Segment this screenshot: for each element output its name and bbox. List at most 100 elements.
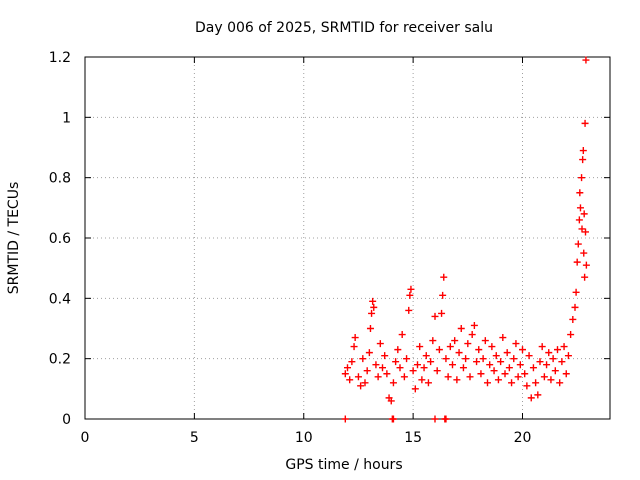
data-point: [578, 174, 586, 182]
data-point: [435, 346, 443, 354]
data-point: [424, 379, 432, 387]
data-point: [439, 291, 447, 299]
data-point: [579, 147, 587, 155]
x-tick-label: 15: [404, 430, 422, 446]
data-point: [499, 334, 507, 342]
data-points: [341, 56, 590, 423]
data-point: [444, 373, 452, 381]
data-point: [580, 249, 588, 257]
y-tick-labels: 0 0.2 0.4 0.6 0.8 1 1.2: [49, 50, 71, 428]
data-point: [449, 361, 456, 369]
y-tick-label: 0.8: [49, 171, 71, 187]
data-point: [341, 370, 349, 378]
data-point: [354, 373, 362, 381]
chart-title: Day 006 of 2025, SRMTID for receiver sal…: [195, 20, 493, 36]
data-point: [579, 156, 587, 164]
data-point: [562, 370, 570, 378]
data-point: [567, 331, 575, 339]
data-point: [350, 343, 358, 351]
data-point: [534, 391, 542, 399]
y-tick-label: 0.4: [49, 291, 71, 307]
data-point: [372, 361, 380, 369]
y-axis-label: SRMTID / TECUs: [6, 182, 22, 295]
data-point: [505, 364, 513, 372]
data-point: [508, 379, 516, 387]
data-point: [442, 415, 450, 423]
data-point: [558, 358, 566, 366]
data-point: [341, 415, 349, 423]
axis-ticks: [84, 56, 610, 420]
data-point: [492, 352, 500, 360]
data-point: [543, 361, 551, 369]
data-point: [466, 373, 474, 381]
data-point: [479, 355, 487, 363]
data-point: [540, 373, 548, 381]
x-tick-labels: 0 5 10 15 20: [81, 430, 532, 446]
data-point: [462, 355, 470, 363]
data-point: [545, 349, 553, 357]
data-point: [383, 370, 391, 378]
data-point: [494, 376, 502, 384]
data-point: [422, 352, 430, 360]
data-point: [571, 303, 579, 311]
data-point: [560, 343, 568, 351]
x-tick-label: 20: [514, 430, 532, 446]
data-point: [464, 340, 472, 348]
data-point: [351, 334, 359, 342]
data-point: [427, 358, 435, 366]
data-point: [573, 258, 581, 266]
data-point: [581, 119, 589, 127]
y-tick-label: 0.6: [49, 231, 71, 247]
data-point: [503, 349, 511, 357]
data-point: [418, 376, 426, 384]
data-point: [405, 306, 413, 314]
data-point: [576, 204, 584, 212]
data-point: [527, 394, 535, 402]
data-point: [551, 367, 559, 375]
data-point: [514, 373, 522, 381]
x-tick-label: 5: [190, 430, 199, 446]
data-point: [523, 382, 531, 390]
data-point: [455, 349, 463, 357]
data-point: [359, 355, 367, 363]
data-point: [387, 397, 395, 405]
data-point: [473, 358, 481, 366]
data-point: [572, 288, 580, 296]
data-point: [575, 216, 583, 224]
data-point: [396, 364, 404, 372]
data-point: [459, 364, 467, 372]
data-point: [370, 303, 378, 311]
data-point: [429, 337, 437, 345]
data-point: [477, 370, 485, 378]
data-point: [368, 309, 376, 317]
data-point: [420, 364, 428, 372]
data-point: [440, 273, 448, 281]
data-point: [481, 337, 489, 345]
data-point: [581, 273, 589, 281]
data-point: [556, 379, 564, 387]
data-point: [346, 376, 354, 384]
data-point: [389, 415, 397, 423]
data-point: [389, 379, 397, 387]
data-point: [438, 309, 446, 317]
data-point: [516, 361, 524, 369]
data-point: [484, 379, 491, 387]
data-point: [376, 340, 384, 348]
data-point: [569, 315, 577, 323]
y-tick-label: 0.2: [49, 352, 71, 368]
data-point: [475, 346, 483, 354]
data-point: [529, 364, 537, 372]
data-point: [369, 297, 377, 305]
data-point: [582, 228, 589, 236]
data-point: [361, 379, 369, 387]
data-point: [549, 355, 557, 363]
data-point: [366, 325, 374, 332]
data-point: [519, 346, 526, 354]
data-point: [446, 343, 454, 351]
data-point: [574, 240, 582, 248]
data-point: [363, 367, 371, 375]
data-point: [547, 376, 555, 384]
x-tick-label: 0: [81, 430, 90, 446]
data-point: [486, 361, 494, 369]
